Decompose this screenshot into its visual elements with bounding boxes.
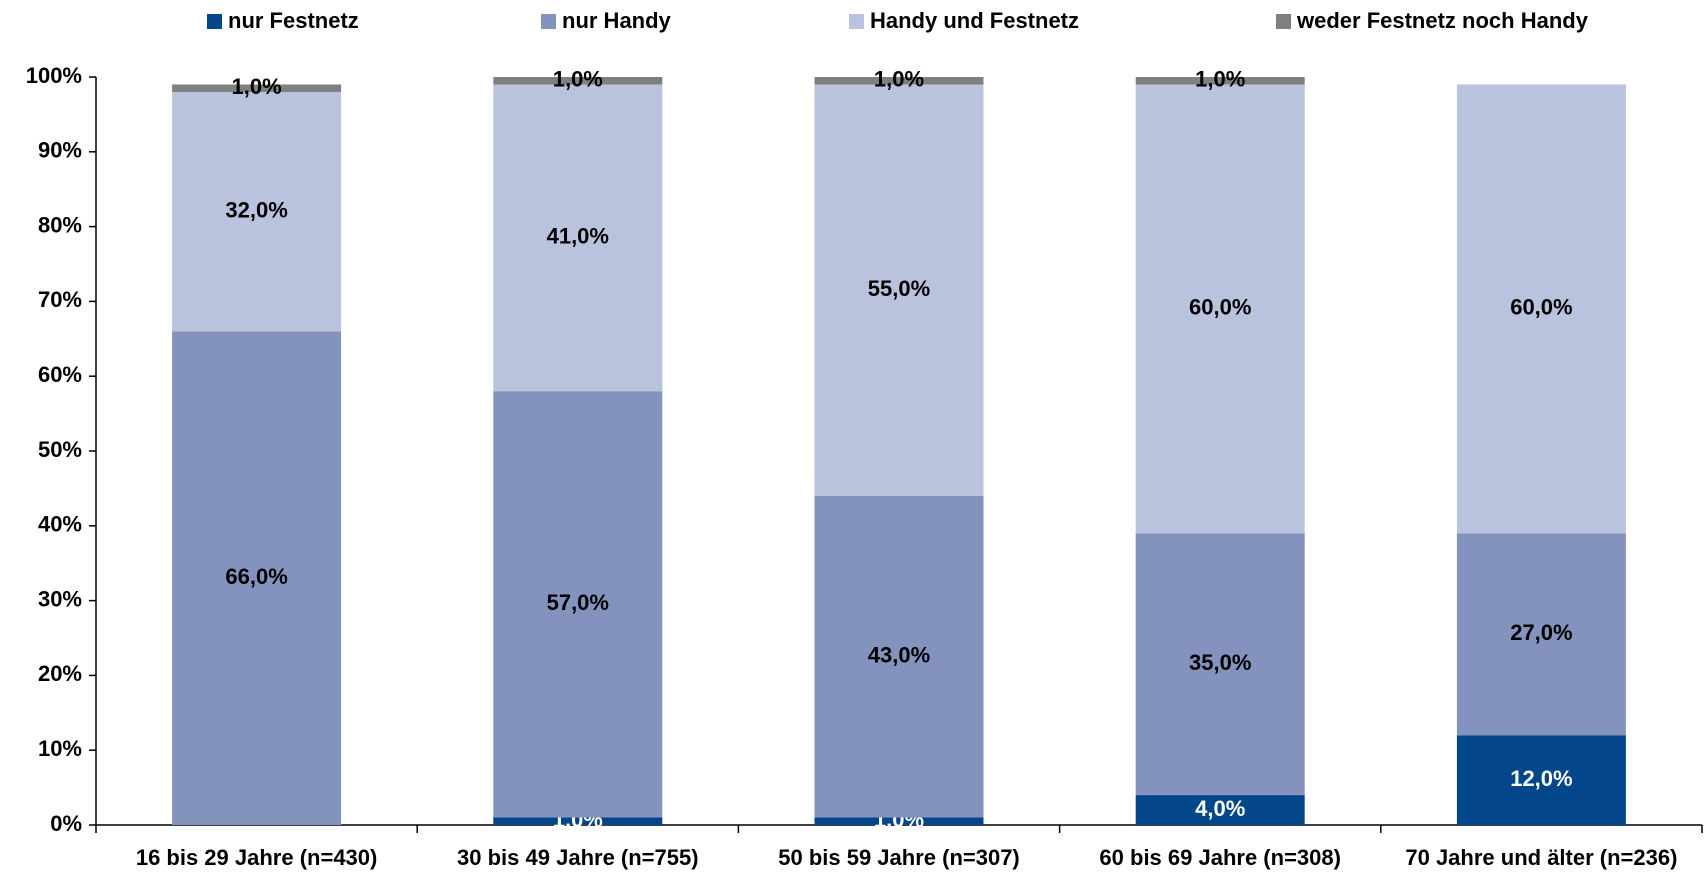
data-label: 12,0% xyxy=(1510,766,1572,791)
bar-segment xyxy=(493,84,663,392)
data-label: 27,0% xyxy=(1510,620,1572,645)
y-tick-label: 0% xyxy=(50,811,82,836)
x-tick-label: 50 bis 59 Jahre (n=307) xyxy=(778,845,1020,870)
y-tick-label: 40% xyxy=(38,512,82,537)
legend-swatch xyxy=(541,14,556,29)
data-label: 1,0% xyxy=(1195,67,1245,92)
bar-segment xyxy=(1135,77,1305,85)
bar-segment xyxy=(1456,84,1626,534)
legend-label: weder Festnetz noch Handy xyxy=(1296,8,1589,33)
bar-segment xyxy=(1135,795,1305,825)
data-label: 1,0% xyxy=(553,67,603,92)
data-label: 43,0% xyxy=(868,643,930,668)
x-tick-label: 30 bis 49 Jahre (n=755) xyxy=(457,845,699,870)
bar-segment xyxy=(814,77,984,85)
data-label: 1,0% xyxy=(232,74,282,99)
legend-swatch xyxy=(849,14,864,29)
bar-segment xyxy=(493,817,663,825)
data-label: 41,0% xyxy=(547,224,609,249)
bar-segment xyxy=(172,84,342,92)
bar-segment xyxy=(814,495,984,818)
y-tick-label: 90% xyxy=(38,138,82,163)
bar-segment xyxy=(1456,533,1626,736)
bar-segment xyxy=(814,84,984,496)
y-tick-label: 20% xyxy=(38,661,82,686)
legend-label: Handy und Festnetz xyxy=(870,8,1079,33)
data-label: 1,0% xyxy=(874,67,924,92)
data-label: 4,0% xyxy=(1195,796,1245,821)
data-label: 55,0% xyxy=(868,276,930,301)
data-label: 66,0% xyxy=(225,564,287,589)
y-tick-label: 30% xyxy=(38,586,82,611)
y-tick-label: 80% xyxy=(38,212,82,237)
bar-segment xyxy=(1456,735,1626,825)
y-tick-label: 10% xyxy=(38,736,82,761)
y-tick-label: 100% xyxy=(26,63,82,88)
data-label: 60,0% xyxy=(1189,295,1251,320)
bar-segment xyxy=(493,391,663,818)
data-label: 57,0% xyxy=(547,590,609,615)
bar-segment xyxy=(1135,533,1305,796)
bar-segment xyxy=(172,91,342,332)
bar-segment xyxy=(172,331,342,825)
legend-label: nur Festnetz xyxy=(228,8,359,33)
x-tick-label: 60 bis 69 Jahre (n=308) xyxy=(1099,845,1341,870)
x-tick-label: 16 bis 29 Jahre (n=430) xyxy=(136,845,378,870)
data-label: 60,0% xyxy=(1510,295,1572,320)
bar-segment xyxy=(1135,84,1305,534)
y-tick-label: 50% xyxy=(38,437,82,462)
legend-label: nur Handy xyxy=(562,8,672,33)
data-label: 32,0% xyxy=(225,197,287,222)
legend-swatch xyxy=(207,14,222,29)
data-label: 35,0% xyxy=(1189,650,1251,675)
legend-swatch xyxy=(1276,14,1291,29)
y-tick-label: 70% xyxy=(38,287,82,312)
x-tick-label: 70 Jahre und älter (n=236) xyxy=(1405,845,1677,870)
y-tick-label: 60% xyxy=(38,362,82,387)
bar-segment xyxy=(493,77,663,85)
bar-segment xyxy=(814,817,984,825)
